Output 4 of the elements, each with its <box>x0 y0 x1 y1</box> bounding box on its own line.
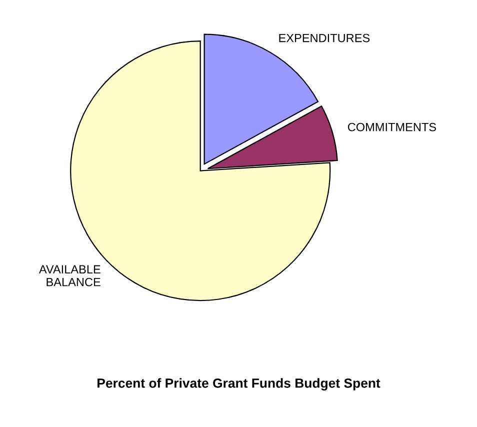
slice-label: EXPENDITURES <box>279 34 370 42</box>
slice-label: AVAILABLE BALANCE <box>38 265 100 286</box>
text: Percent of Private Grant Funds Budget Spent <box>98 378 380 390</box>
slice-label: COMMITMENTS <box>348 122 436 132</box>
